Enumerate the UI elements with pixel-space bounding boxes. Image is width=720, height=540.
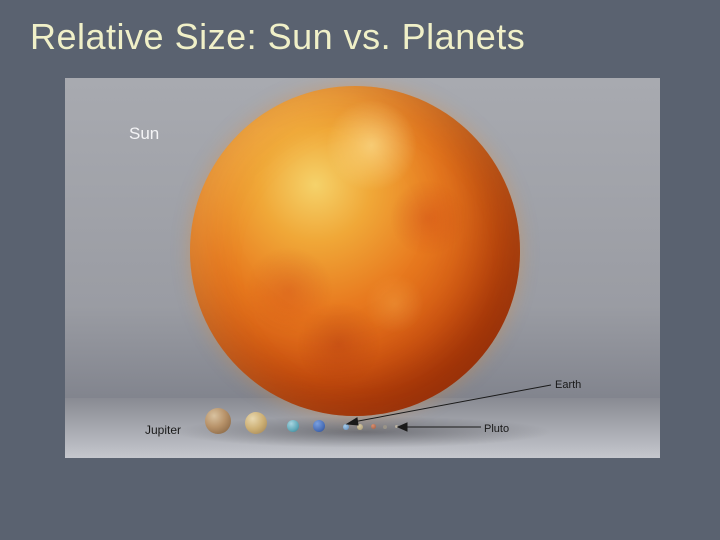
neptune	[313, 420, 325, 432]
sun	[190, 86, 520, 416]
uranus	[287, 420, 299, 432]
jupiter-label: Jupiter	[145, 423, 181, 437]
slide-title: Relative Size: Sun vs. Planets	[0, 0, 720, 58]
sun-label: Sun	[129, 124, 159, 144]
illustration-panel: Sun Jupiter Earth Pluto	[65, 78, 660, 458]
saturn	[245, 412, 267, 434]
jupiter	[205, 408, 231, 434]
earth-label: Earth	[555, 379, 581, 391]
pluto-arrow	[397, 421, 483, 433]
